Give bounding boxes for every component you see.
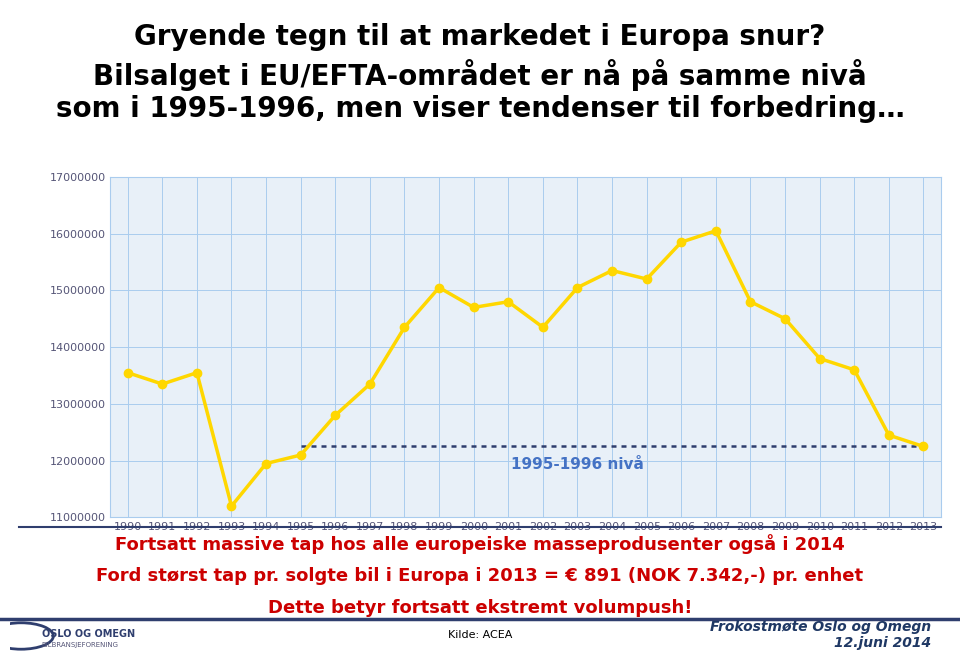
Text: som i 1995-1996, men viser tendenser til forbedring…: som i 1995-1996, men viser tendenser til… xyxy=(56,95,904,123)
Text: Dette betyr fortsatt ekstremt volumpush!: Dette betyr fortsatt ekstremt volumpush! xyxy=(268,599,692,617)
Text: 1995-1996 nivå: 1995-1996 nivå xyxy=(511,457,644,472)
Text: Frokostmøte Oslo og Omegn
12.juni 2014: Frokostmøte Oslo og Omegn 12.juni 2014 xyxy=(710,620,931,650)
Text: Ford størst tap pr. solgte bil i Europa i 2013 = € 891 (NOK 7.342,-) pr. enhet: Ford størst tap pr. solgte bil i Europa … xyxy=(96,567,864,584)
Text: Bilsalget i EU/EFTA-området er nå på samme nivå: Bilsalget i EU/EFTA-området er nå på sam… xyxy=(93,59,867,91)
Text: OSLO OG OMEGN: OSLO OG OMEGN xyxy=(42,629,135,639)
Text: Gryende tegn til at markedet i Europa snur?: Gryende tegn til at markedet i Europa sn… xyxy=(134,23,826,51)
Text: BILBRANSJEFORENING: BILBRANSJEFORENING xyxy=(42,643,119,648)
Text: Kilde: ACEA: Kilde: ACEA xyxy=(447,630,513,641)
Text: Fortsatt massive tap hos alle europeiske masseprodusenter også i 2014: Fortsatt massive tap hos alle europeiske… xyxy=(115,534,845,554)
